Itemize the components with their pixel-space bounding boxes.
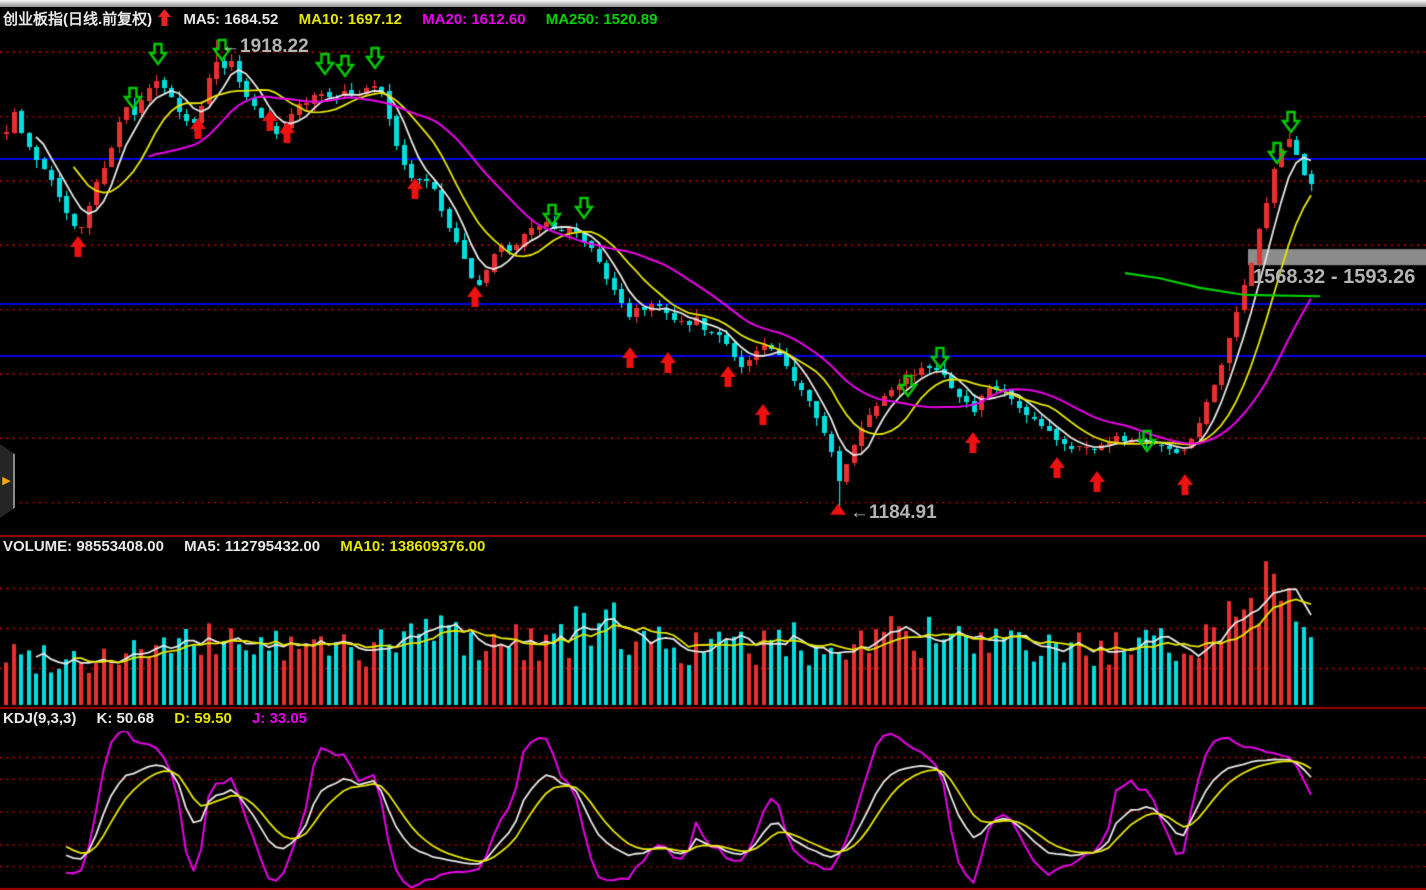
instrument-title: 创业板指(日线.前复权): [3, 11, 153, 28]
ma20-readout: MA20: 1612.60: [422, 11, 526, 28]
kdj-j-readout: J: 33.05: [251, 710, 308, 727]
kdj-pane-header: KDJ(9,3,3) K: 50.68 D: 59.50 J: 33.05: [3, 710, 323, 727]
volume-ma5-readout: MA5: 112795432.00: [184, 538, 321, 555]
sidebar-expand-handle[interactable]: ▶: [0, 444, 15, 518]
price-zone-label[interactable]: 1568.32 - 1593.26: [1253, 266, 1416, 289]
high-price-label: ←1918.22: [221, 36, 309, 58]
volume-readout: VOLUME: 98553408.00: [3, 538, 164, 555]
kdj-d-readout: D: 59.50: [174, 710, 232, 727]
ma250-readout: MA250: 1520.89: [545, 11, 658, 28]
ma5-readout: MA5: 1684.52: [183, 11, 279, 28]
volume-pane-header: VOLUME: 98553408.00 MA5: 112795432.00 MA…: [3, 538, 501, 555]
ma10-readout: MA10: 1697.12: [298, 11, 402, 28]
volume-ma10-readout: MA10: 138609376.00: [340, 538, 486, 555]
expand-arrow-icon: ▶: [2, 474, 11, 487]
kdj-k-readout: K: 50.68: [96, 710, 155, 727]
kdj-indicator-label: KDJ(9,3,3): [3, 710, 77, 727]
low-price-label: ←1184.91: [850, 501, 937, 523]
up-arrow-icon: [158, 9, 172, 26]
window-top-edge: [0, 0, 1426, 7]
price-pane-header: 创业板指(日线.前复权) MA5: 1684.52 MA10: 1697.12 …: [3, 8, 673, 29]
